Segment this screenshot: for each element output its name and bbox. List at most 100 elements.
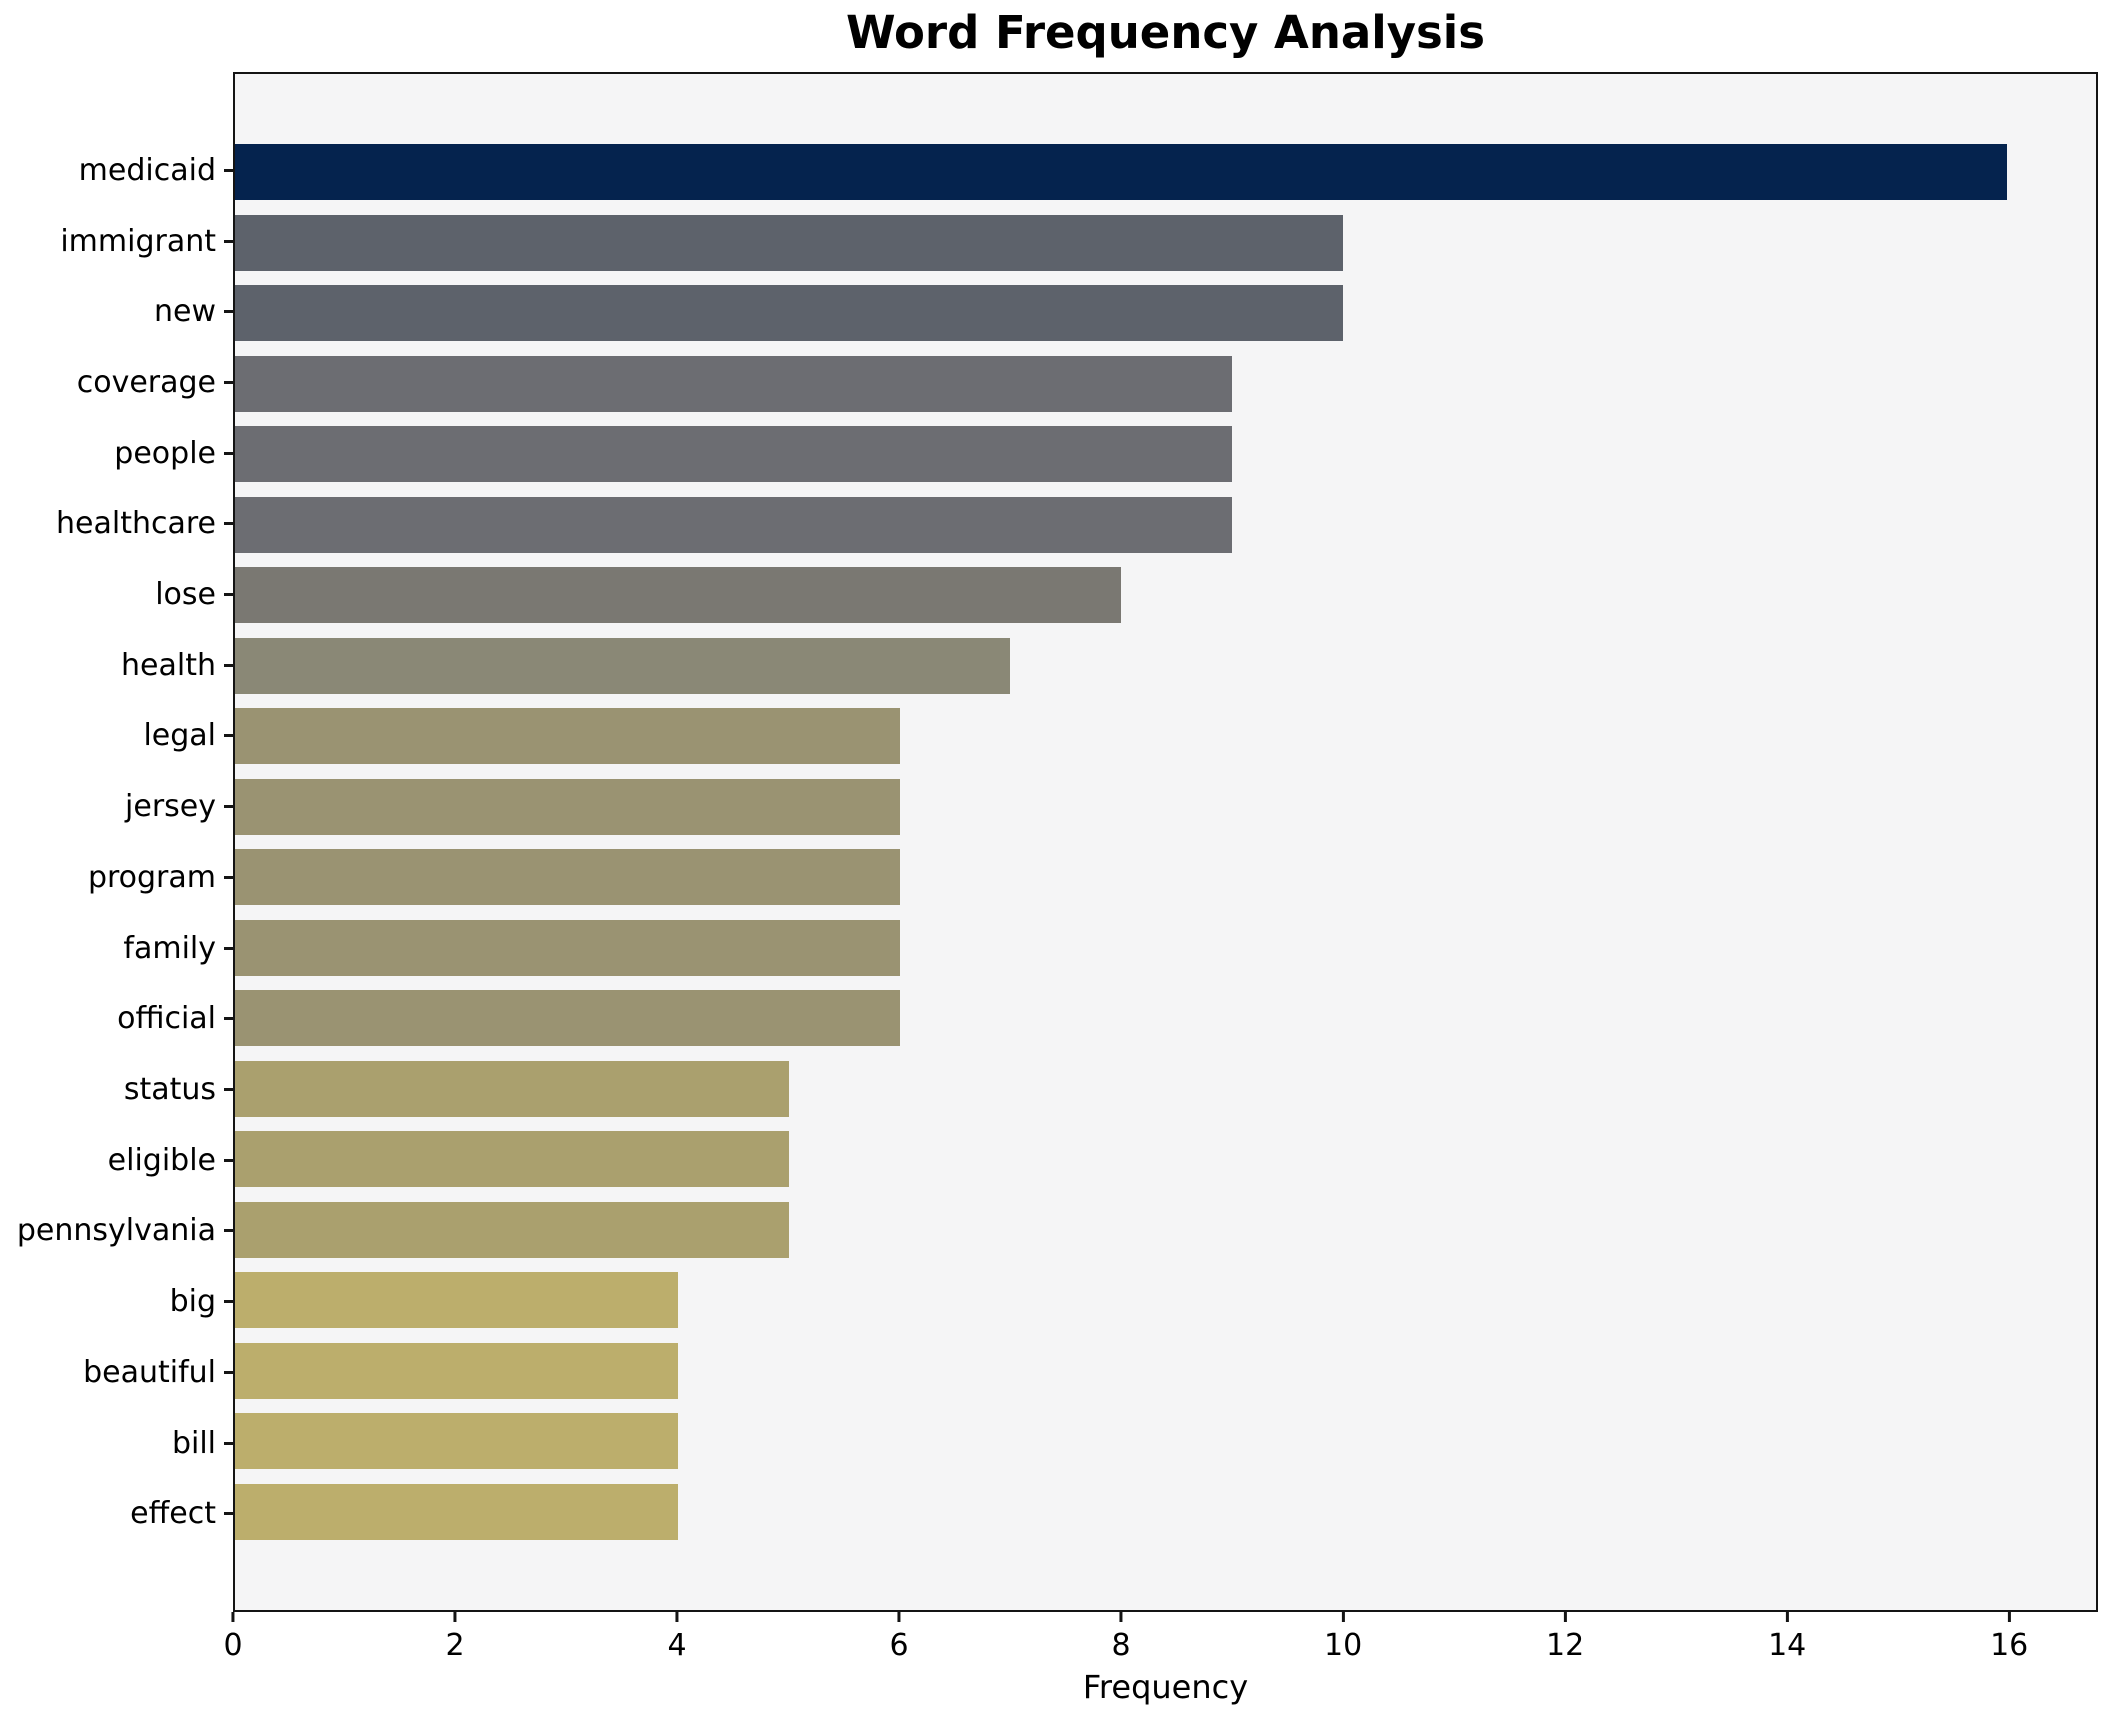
y-tick-mark: [224, 239, 233, 243]
x-tick-mark: [1119, 1612, 1123, 1622]
y-tick-mark: [224, 1158, 233, 1162]
bar-row: [235, 1265, 2096, 1336]
y-axis-label: jersey: [125, 789, 216, 825]
x-tick-label: 4: [667, 1628, 687, 1663]
x-tick-label: 12: [1546, 1628, 1585, 1663]
x-tick: 0: [223, 1612, 243, 1663]
bar-jersey: [235, 778, 900, 835]
bar-people: [235, 426, 1232, 483]
y-tick-mark: [224, 1300, 233, 1304]
y-axis-label: healthcare: [56, 506, 216, 542]
y-tick-mark: [224, 310, 233, 314]
y-axis-label: pennsylvania: [16, 1213, 216, 1249]
y-label-row-people: people: [0, 418, 233, 489]
x-tick-mark: [897, 1612, 901, 1622]
y-label-row-new: new: [0, 276, 233, 347]
y-tick-mark: [224, 1017, 233, 1021]
y-label-row-coverage: coverage: [0, 347, 233, 418]
bar-status: [235, 1060, 789, 1117]
y-axis-label: coverage: [76, 364, 216, 400]
y-axis-label: program: [87, 859, 216, 895]
y-tick-mark: [224, 451, 233, 455]
y-tick-mark: [224, 805, 233, 809]
bar-family: [235, 919, 900, 976]
y-label-row-lose: lose: [0, 559, 233, 630]
bar-bill: [235, 1413, 679, 1470]
y-axis-label: beautiful: [83, 1354, 216, 1390]
bar-big: [235, 1272, 679, 1329]
y-axis-label: official: [117, 1001, 216, 1037]
y-axis-label: bill: [171, 1425, 216, 1461]
x-tick-label: 16: [1990, 1628, 2029, 1663]
x-tick: 6: [890, 1612, 909, 1663]
y-label-row-pennsylvania: pennsylvania: [0, 1196, 233, 1267]
x-axis-title: Frequency: [1082, 1668, 1249, 1706]
y-label-row-healthcare: healthcare: [0, 489, 233, 560]
bar-pennsylvania: [235, 1201, 789, 1258]
y-label-row-bill: bill: [0, 1408, 233, 1479]
bar-coverage: [235, 355, 1232, 412]
bar-row: [235, 1124, 2096, 1195]
bars-container: [235, 74, 2096, 1610]
y-tick-mark: [224, 734, 233, 738]
bar-row: [235, 560, 2096, 631]
x-tick: 10: [1324, 1612, 1362, 1663]
y-axis-label: new: [153, 294, 216, 330]
bar-row: [235, 1054, 2096, 1125]
x-tick: 4: [668, 1612, 687, 1663]
y-axis-label: immigrant: [60, 223, 216, 259]
bar-row: [235, 349, 2096, 420]
y-axis-label: lose: [155, 577, 216, 613]
y-label-row-effect: effect: [0, 1478, 233, 1549]
bar-row: [235, 137, 2096, 208]
y-axis-label: family: [123, 930, 216, 966]
y-axis-label: health: [121, 647, 216, 683]
y-tick-mark: [224, 1229, 233, 1233]
x-tick-mark: [453, 1612, 457, 1622]
y-axis-label: big: [169, 1284, 216, 1320]
bar-row: [235, 1406, 2096, 1477]
x-tick-label: 6: [889, 1628, 909, 1663]
x-tick-mark: [1341, 1612, 1345, 1622]
y-axis-label: legal: [143, 718, 216, 754]
y-label-row-program: program: [0, 842, 233, 913]
y-label-row-status: status: [0, 1054, 233, 1125]
x-axis: 0 2 4 6 8 10 12 14 16: [223, 1612, 2098, 1692]
x-tick: 14: [1768, 1612, 1806, 1663]
y-tick-mark: [224, 1512, 233, 1516]
y-label-row-family: family: [0, 913, 233, 984]
y-axis-label: medicaid: [78, 152, 216, 188]
bar-row: [235, 1195, 2096, 1266]
x-tick: 12: [1546, 1612, 1584, 1663]
bar-program: [235, 849, 900, 906]
x-tick: 16: [1990, 1612, 2028, 1663]
bar-row: [235, 419, 2096, 490]
bar-eligible: [235, 1131, 789, 1188]
y-tick-mark: [224, 522, 233, 526]
bar-medicaid: [235, 144, 2008, 201]
x-tick: 8: [1112, 1612, 1131, 1663]
y-label-row-jersey: jersey: [0, 771, 233, 842]
y-tick-mark: [224, 1441, 233, 1445]
y-label-row-beautiful: beautiful: [0, 1337, 233, 1408]
y-label-row-official: official: [0, 983, 233, 1054]
bar-row: [235, 490, 2096, 561]
bar-row: [235, 701, 2096, 772]
y-tick-mark: [224, 593, 233, 597]
bar-healthcare: [235, 496, 1232, 553]
chart-title: Word Frequency Analysis: [845, 6, 1486, 59]
y-tick-mark: [224, 1370, 233, 1374]
y-tick-mark: [224, 875, 233, 879]
x-tick-mark: [1563, 1612, 1567, 1622]
x-tick-label: 14: [1768, 1628, 1807, 1663]
y-tick-mark: [224, 663, 233, 667]
y-tick-mark: [224, 380, 233, 384]
x-tick-label: 8: [1111, 1628, 1131, 1663]
y-axis-label: status: [123, 1071, 216, 1107]
y-axis-label: people: [114, 435, 216, 471]
y-label-row-legal: legal: [0, 701, 233, 772]
bar-row: [235, 842, 2096, 913]
y-axis-labels: medicaid immigrant new coverage people h…: [0, 72, 233, 1612]
y-axis-label: eligible: [107, 1142, 216, 1178]
bar-row: [235, 913, 2096, 984]
